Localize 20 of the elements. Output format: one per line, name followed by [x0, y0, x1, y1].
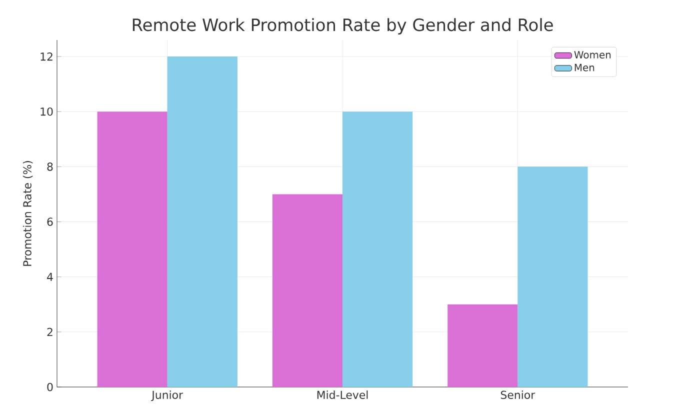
y-tick-label: 4: [47, 272, 53, 281]
chart-title: Remote Work Promotion Rate by Gender and Role: [132, 18, 553, 34]
y-tick-label: 0: [47, 382, 53, 392]
y-tick-label: 2: [47, 328, 52, 336]
bar: [518, 166, 588, 387]
bar: [342, 112, 413, 387]
x-tick-label: Senior: [500, 390, 536, 399]
legend-label: Men: [574, 64, 594, 72]
bar: [167, 56, 238, 387]
bar: [97, 112, 168, 387]
y-tick-label: 8: [47, 162, 53, 171]
bar: [272, 194, 343, 387]
y-tick-label: 12: [40, 52, 52, 61]
y-tick-label: 10: [40, 107, 53, 116]
x-tick-label: Mid-Level: [317, 390, 368, 399]
x-tick-label: Junior: [151, 390, 184, 402]
legend-label: Women: [574, 51, 611, 59]
bar: [448, 304, 518, 387]
y-tick-label: 6: [47, 218, 53, 226]
y-axis-title: Promotion Rate (%): [22, 161, 33, 266]
